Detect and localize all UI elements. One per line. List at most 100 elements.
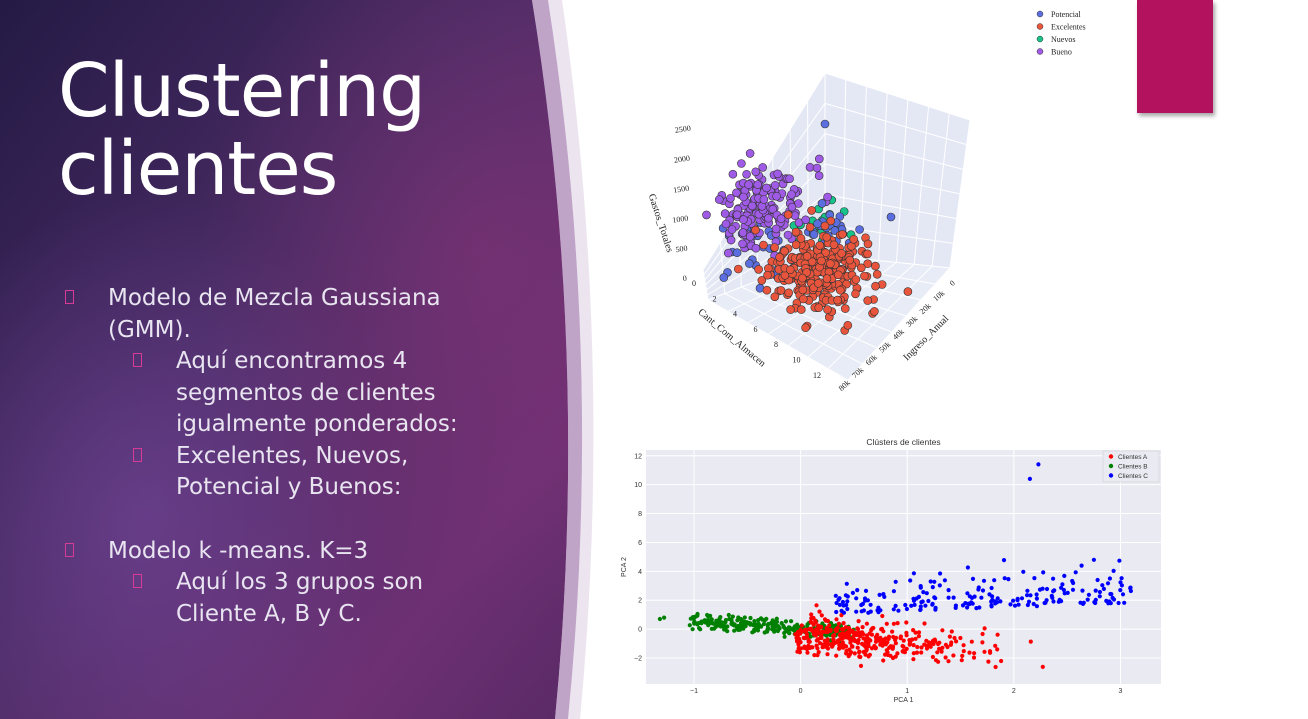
point-clientes-c	[920, 599, 925, 604]
point-clientes-c	[1101, 586, 1106, 591]
point-clientes-c	[1062, 573, 1067, 578]
point-clientes-a	[814, 629, 819, 634]
point-excelentes	[734, 264, 743, 274]
point-clientes-a	[890, 629, 895, 634]
legend-marker	[1108, 473, 1114, 478]
point-clientes-a	[834, 617, 839, 622]
point-excelentes	[815, 241, 825, 250]
point-excelentes	[838, 230, 847, 239]
point-clientes-c	[841, 610, 847, 615]
point-clientes-c	[1073, 570, 1078, 575]
y-tick-label: 6	[638, 540, 642, 547]
point-clientes-b	[765, 626, 771, 631]
point-clientes-c	[1019, 596, 1025, 601]
point-clientes-c	[863, 598, 868, 603]
bullet-marker-icon	[133, 447, 142, 462]
point-clientes-a	[857, 654, 862, 659]
point-clientes-a	[883, 636, 888, 641]
point-clientes-c	[1041, 570, 1046, 575]
point-clientes-a	[987, 649, 993, 654]
point-clientes-c	[1065, 590, 1070, 595]
point-potencial	[817, 199, 827, 208]
point-clientes-c	[836, 597, 841, 602]
point-clientes-a	[928, 644, 933, 649]
point-clientes-c	[966, 601, 971, 606]
point-clientes-b	[732, 628, 737, 633]
point-clientes-b	[720, 620, 725, 625]
point-clientes-c	[845, 594, 850, 599]
point-excelentes	[799, 294, 808, 304]
point-bueno	[773, 169, 782, 179]
point-excelentes	[802, 251, 812, 261]
point-excelentes	[791, 240, 801, 250]
point-clientes-c	[970, 576, 976, 581]
point-clientes-a	[958, 635, 963, 641]
point-clientes-a	[848, 640, 853, 645]
point-clientes-c	[1025, 588, 1030, 593]
y-axis-label: PCA 2	[621, 557, 628, 577]
point-clientes-c	[937, 583, 942, 588]
point-clientes-c	[1080, 601, 1086, 606]
point-clientes-c	[976, 585, 981, 590]
point-clientes-a	[838, 632, 843, 637]
point-clientes-a	[960, 653, 965, 658]
point-clientes-c	[1093, 588, 1098, 593]
grid-line	[824, 133, 964, 170]
point-clientes-c	[891, 589, 896, 594]
point-clientes-c	[1028, 593, 1033, 598]
point-clientes-a	[841, 645, 846, 650]
point-clientes-c	[932, 579, 937, 584]
point-bueno	[742, 170, 751, 179]
y-tick-label: 2	[713, 294, 717, 303]
point-clientes-a	[825, 642, 830, 647]
point-clientes-a	[831, 633, 836, 639]
y-tick-label: 0	[638, 627, 642, 634]
slide-title: Clustering clientes	[58, 48, 426, 208]
point-clientes-c	[1097, 594, 1102, 599]
point-bueno	[770, 181, 780, 190]
point-clientes-c	[854, 596, 859, 601]
point-clientes-b	[732, 622, 737, 627]
point-excelentes	[820, 221, 830, 231]
point-clientes-c	[918, 607, 923, 613]
point-clientes-c	[850, 590, 855, 595]
point-clientes-a	[808, 619, 813, 624]
sub-bullet-text: Aquí los 3 grupos son Cliente A, B y C.	[176, 569, 424, 627]
point-clientes-c	[1021, 569, 1026, 574]
point-clientes-b	[783, 619, 788, 624]
point-clientes-c	[930, 585, 935, 590]
point-clientes-c	[855, 588, 860, 593]
point-clientes-c	[946, 588, 951, 593]
y-tick-label: 6	[754, 325, 758, 334]
point-clientes-a	[904, 620, 909, 625]
point-clientes-c	[863, 588, 869, 593]
point-clientes-a	[971, 655, 977, 660]
point-clientes-b	[726, 612, 731, 618]
x-tick-label: 1	[905, 688, 909, 695]
point-clientes-a	[797, 650, 802, 655]
slide-title-line-1: Clustering	[58, 48, 426, 134]
point-clientes-a	[839, 627, 845, 632]
point-clientes-b	[752, 621, 757, 626]
point-excelentes	[798, 285, 808, 295]
point-clientes-a	[993, 664, 998, 670]
z-tick-label: 1000	[672, 214, 689, 225]
point-clientes-c	[933, 605, 938, 610]
point-clientes-c	[972, 594, 977, 599]
legend-label: Bueno	[1051, 48, 1072, 57]
point-clientes-b	[756, 618, 761, 623]
point-clientes-b	[717, 616, 722, 621]
point-bueno	[721, 219, 731, 229]
point-bueno	[727, 225, 737, 234]
point-clientes-c	[1119, 576, 1124, 581]
point-clientes-a	[893, 637, 898, 643]
point-clientes-a	[915, 644, 920, 650]
point-clientes-c	[914, 596, 919, 601]
point-bueno	[758, 163, 767, 172]
point-clientes-a	[820, 645, 825, 650]
point-clientes-c	[840, 599, 845, 605]
point-clientes-a	[900, 643, 905, 649]
point-clientes-c	[841, 603, 846, 608]
point-clientes-c	[859, 609, 864, 614]
point-clientes-c	[834, 609, 839, 615]
